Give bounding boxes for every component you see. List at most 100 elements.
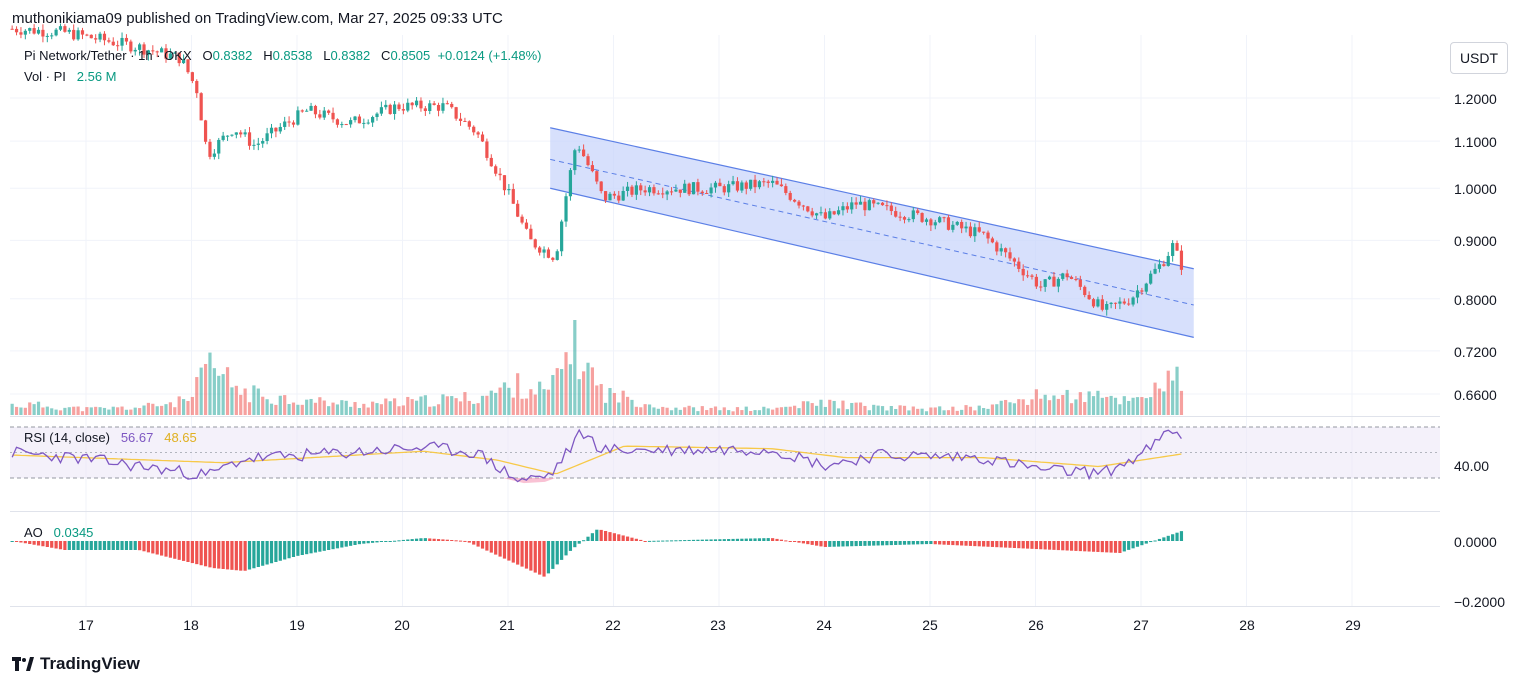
- candle-body: [590, 165, 594, 172]
- volume-bar: [498, 387, 502, 415]
- volume-bar: [854, 402, 858, 415]
- volume-bar: [1175, 366, 1179, 415]
- volume-bar: [327, 406, 331, 415]
- ao-bar: [480, 541, 485, 549]
- ao-bar: [1140, 541, 1144, 546]
- grid: [10, 35, 1440, 606]
- volume-bar: [753, 410, 757, 415]
- rsi-value: 56.67: [120, 430, 154, 445]
- volume-bar: [1004, 399, 1008, 415]
- candle-body: [397, 104, 401, 110]
- time-tick-label: 25: [922, 617, 938, 633]
- candle-body: [485, 141, 489, 158]
- candle-body: [713, 182, 718, 188]
- volume-bar: [797, 408, 801, 415]
- volume-bar: [669, 410, 674, 415]
- volume-bar: [643, 404, 647, 415]
- ao-bar: [129, 541, 133, 550]
- volume-bar: [1171, 380, 1175, 415]
- volume-bar: [379, 404, 383, 415]
- ao-bar: [225, 541, 230, 570]
- candle-body: [973, 227, 977, 237]
- volume-bar: [160, 405, 164, 415]
- time-tick-label: 24: [816, 617, 832, 633]
- candle-body: [639, 185, 643, 191]
- ao-bar: [718, 539, 722, 541]
- candle-body: [691, 182, 696, 195]
- currency-button[interactable]: USDT: [1450, 42, 1508, 74]
- volume-bar: [353, 402, 357, 415]
- volume-bar: [1144, 398, 1148, 415]
- candle-body: [823, 212, 827, 219]
- volume-bar: [1127, 400, 1131, 415]
- tradingview-logo[interactable]: TradingView: [12, 654, 140, 674]
- ao-bar: [656, 540, 660, 542]
- volume-bar: [907, 410, 911, 415]
- ao-bar: [335, 541, 340, 549]
- ao-label[interactable]: AO: [24, 525, 43, 540]
- volume-bar: [247, 402, 252, 415]
- candle-body: [1061, 273, 1065, 279]
- candle-body: [1122, 301, 1126, 304]
- volume-bar: [173, 407, 177, 415]
- volume-bar: [120, 406, 124, 415]
- candle-body: [247, 132, 252, 146]
- candle-body: [190, 72, 194, 82]
- low-value: 0.8382: [330, 48, 371, 63]
- ao-bar: [155, 541, 159, 555]
- volume-bar: [819, 399, 823, 415]
- ao-bar: [428, 538, 432, 541]
- volume-bar: [995, 404, 999, 415]
- ao-bar: [375, 541, 379, 543]
- ao-bar: [247, 541, 252, 570]
- ao-bar: [946, 541, 951, 545]
- candle-body: [1171, 243, 1175, 256]
- candle-body: [1175, 243, 1179, 251]
- ao-bar: [740, 538, 744, 541]
- volume-bar: [1034, 389, 1038, 415]
- ao-bar: [744, 538, 748, 541]
- candle-body: [1091, 299, 1096, 307]
- rsi-label[interactable]: RSI (14, close): [24, 430, 110, 445]
- candle-body: [480, 134, 485, 142]
- candle-body: [797, 201, 801, 206]
- ao-bar: [63, 541, 67, 550]
- candle-body: [406, 102, 410, 111]
- ao-bar: [419, 538, 423, 541]
- candle-body: [124, 37, 129, 42]
- candle-body: [867, 200, 871, 211]
- ao-bar: [203, 541, 208, 567]
- volume-label[interactable]: Vol · PI: [24, 69, 66, 84]
- candle-body: [239, 132, 243, 135]
- volume-bar: [1065, 389, 1069, 415]
- ao-bar: [560, 541, 564, 560]
- volume-bar: [590, 367, 594, 415]
- volume-bar: [54, 409, 58, 415]
- candle-body: [291, 122, 296, 125]
- ao-bar: [10, 541, 14, 542]
- volume-bar: [410, 399, 414, 415]
- ao-bar: [283, 541, 287, 560]
- candle-body: [45, 35, 49, 37]
- rsi-ma-line: [12, 445, 1182, 475]
- candle-body: [977, 227, 981, 232]
- ao-bar: [502, 541, 507, 559]
- ao-bar: [854, 541, 858, 547]
- candle-body: [195, 81, 199, 94]
- ao-bar: [832, 541, 836, 547]
- volume-bar: [885, 410, 889, 415]
- ao-bar: [1149, 541, 1153, 543]
- ao-bar: [472, 541, 476, 545]
- ao-bar: [1061, 541, 1065, 551]
- candle-body: [445, 103, 449, 105]
- ao-bar: [1157, 538, 1162, 541]
- volume-bar: [349, 406, 353, 415]
- candle-body: [771, 180, 775, 183]
- volume-bar: [511, 397, 515, 415]
- candle-body: [1087, 295, 1091, 300]
- symbol-name[interactable]: Pi Network/Tether · 1h · OKX: [24, 48, 192, 63]
- ao-bar: [1034, 541, 1038, 550]
- candle-body: [371, 117, 375, 123]
- volume-bar: [454, 398, 458, 415]
